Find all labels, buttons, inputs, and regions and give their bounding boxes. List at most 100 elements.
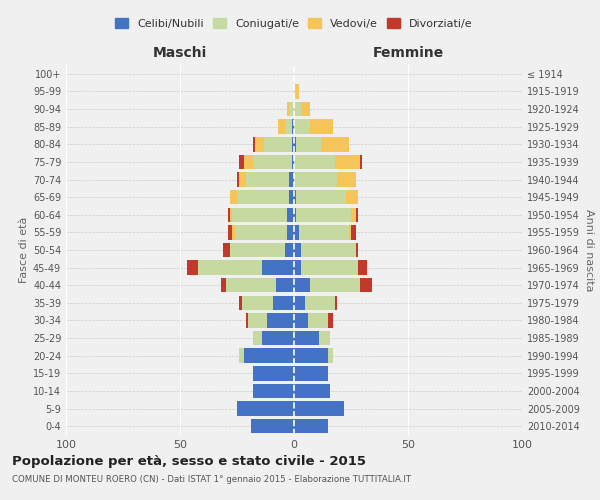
Bar	[235, 225, 287, 240]
Bar	[221, 278, 226, 292]
Legend: Celibi/Nubili, Coniugati/e, Vedovi/e, Divorziati/e: Celibi/Nubili, Coniugati/e, Vedovi/e, Di…	[112, 15, 476, 32]
Bar	[296, 190, 346, 204]
Bar	[253, 137, 255, 152]
Bar	[294, 278, 310, 292]
Bar	[228, 208, 230, 222]
Y-axis label: Anni di nascita: Anni di nascita	[584, 209, 593, 291]
Bar	[232, 208, 287, 222]
Bar	[308, 314, 328, 328]
Bar	[294, 172, 337, 186]
Bar	[294, 419, 328, 434]
Bar	[294, 384, 331, 398]
Bar	[239, 154, 244, 169]
Bar	[356, 243, 358, 257]
Bar	[296, 208, 351, 222]
Bar	[351, 225, 356, 240]
Bar	[305, 296, 335, 310]
Bar	[294, 102, 301, 117]
Bar	[296, 84, 299, 98]
Bar	[289, 172, 294, 186]
Bar	[246, 172, 289, 186]
Bar	[356, 208, 358, 222]
Bar	[285, 120, 292, 134]
Bar	[242, 296, 274, 310]
Bar	[349, 225, 351, 240]
Bar	[294, 120, 310, 134]
Bar	[358, 260, 367, 275]
Bar	[237, 190, 289, 204]
Bar	[253, 154, 292, 169]
Bar	[289, 102, 294, 117]
Bar	[248, 314, 266, 328]
Bar	[294, 314, 308, 328]
Bar	[328, 314, 333, 328]
Bar	[360, 278, 371, 292]
Bar	[294, 296, 305, 310]
Bar	[289, 190, 294, 204]
Bar	[294, 366, 328, 380]
Bar	[322, 137, 349, 152]
Bar	[262, 260, 294, 275]
Bar	[296, 137, 322, 152]
Bar	[276, 278, 294, 292]
Bar	[294, 402, 344, 416]
Bar	[294, 154, 335, 169]
Bar	[230, 208, 232, 222]
Bar	[351, 208, 356, 222]
Bar	[346, 190, 358, 204]
Bar	[230, 243, 285, 257]
Bar	[294, 331, 319, 345]
Bar	[294, 243, 301, 257]
Bar	[239, 348, 244, 363]
Bar	[294, 225, 299, 240]
Bar	[294, 190, 296, 204]
Bar	[198, 260, 262, 275]
Bar	[253, 366, 294, 380]
Text: Femmine: Femmine	[373, 46, 443, 60]
Bar	[278, 120, 285, 134]
Text: COMUNE DI MONTEU ROERO (CN) - Dati ISTAT 1° gennaio 2015 - Elaborazione TUTTITAL: COMUNE DI MONTEU ROERO (CN) - Dati ISTAT…	[12, 475, 411, 484]
Bar	[299, 225, 349, 240]
Bar	[292, 137, 294, 152]
Bar	[246, 314, 248, 328]
Bar	[232, 225, 235, 240]
Bar	[292, 120, 294, 134]
Bar	[237, 172, 239, 186]
Text: Maschi: Maschi	[153, 46, 207, 60]
Bar	[319, 331, 331, 345]
Bar	[255, 137, 265, 152]
Bar	[294, 137, 296, 152]
Bar	[223, 243, 230, 257]
Bar	[274, 296, 294, 310]
Bar	[265, 137, 292, 152]
Bar	[301, 260, 358, 275]
Bar	[239, 172, 246, 186]
Y-axis label: Fasce di età: Fasce di età	[19, 217, 29, 283]
Bar	[244, 348, 294, 363]
Bar	[337, 172, 356, 186]
Bar	[328, 348, 333, 363]
Bar	[310, 278, 360, 292]
Bar	[294, 84, 296, 98]
Text: Popolazione per età, sesso e stato civile - 2015: Popolazione per età, sesso e stato civil…	[12, 455, 366, 468]
Bar	[301, 102, 310, 117]
Bar	[287, 208, 294, 222]
Bar	[335, 154, 360, 169]
Bar	[287, 225, 294, 240]
Bar	[294, 208, 296, 222]
Bar	[294, 260, 301, 275]
Bar	[251, 419, 294, 434]
Bar	[253, 384, 294, 398]
Bar	[228, 225, 232, 240]
Bar	[230, 190, 237, 204]
Bar	[292, 154, 294, 169]
Bar	[287, 102, 289, 117]
Bar	[244, 154, 253, 169]
Bar	[266, 314, 294, 328]
Bar	[310, 120, 333, 134]
Bar	[237, 402, 294, 416]
Bar	[285, 243, 294, 257]
Bar	[187, 260, 198, 275]
Bar	[301, 243, 356, 257]
Bar	[335, 296, 337, 310]
